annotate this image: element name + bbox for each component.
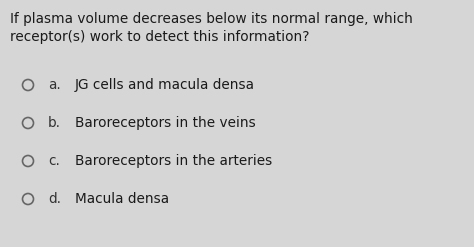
Text: a.: a. xyxy=(48,78,61,92)
Text: d.: d. xyxy=(48,192,61,206)
Text: b.: b. xyxy=(48,116,61,130)
Text: If plasma volume decreases below its normal range, which: If plasma volume decreases below its nor… xyxy=(10,12,413,26)
Text: receptor(s) work to detect this information?: receptor(s) work to detect this informat… xyxy=(10,30,310,44)
Text: Baroreceptors in the arteries: Baroreceptors in the arteries xyxy=(75,154,272,168)
Text: Macula densa: Macula densa xyxy=(75,192,169,206)
Text: Baroreceptors in the veins: Baroreceptors in the veins xyxy=(75,116,256,130)
Text: c.: c. xyxy=(48,154,60,168)
Text: JG cells and macula densa: JG cells and macula densa xyxy=(75,78,255,92)
